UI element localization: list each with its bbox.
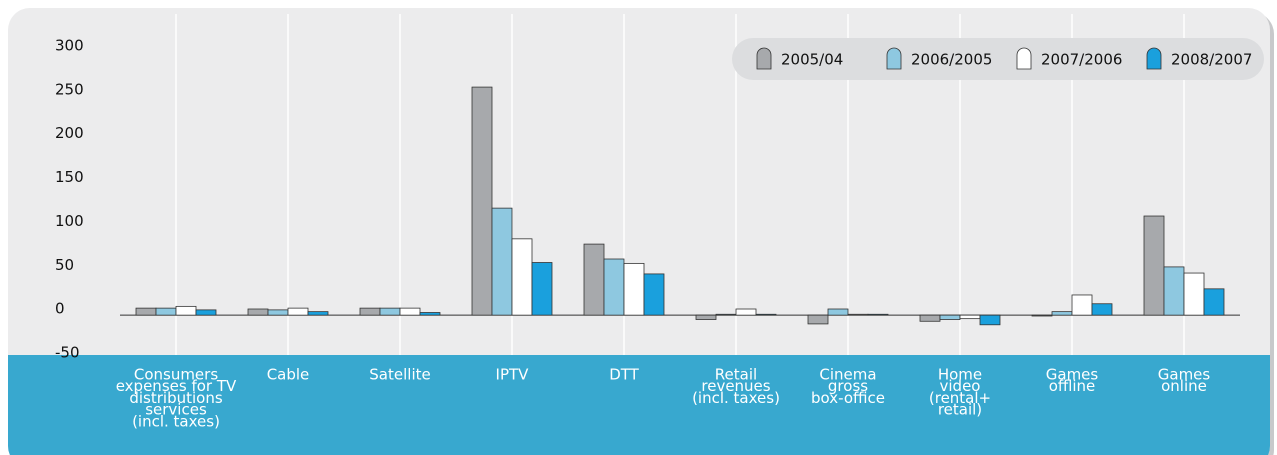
x-tick-line: gross xyxy=(828,377,868,395)
x-tick-line: expenses for TV xyxy=(116,377,237,395)
legend-label: 2007/2006 xyxy=(1041,51,1122,69)
bar xyxy=(1051,311,1073,316)
x-tick-label: Games offline xyxy=(1046,366,1099,396)
bar xyxy=(919,314,941,322)
bar xyxy=(399,307,421,316)
x-tick-line: Retail xyxy=(715,366,757,384)
bar xyxy=(807,314,829,325)
x-tick-line: video xyxy=(940,377,981,395)
y-tick-label: 250 xyxy=(55,80,84,98)
x-tick-label: Satellite xyxy=(369,366,430,384)
bar xyxy=(939,314,961,320)
bar xyxy=(583,243,605,316)
x-tick-label: Games online xyxy=(1158,366,1211,396)
bar xyxy=(1203,288,1225,316)
x-tick-label: Retail revenues (incl. taxes) xyxy=(692,366,780,407)
bar xyxy=(155,307,177,316)
bar xyxy=(1163,266,1185,316)
legend-swatch xyxy=(1016,47,1032,70)
label-band xyxy=(8,355,1270,455)
y-tick-label: 0 xyxy=(55,300,65,318)
x-tick-line: services xyxy=(145,401,207,419)
x-tick-line: Satellite xyxy=(369,366,430,384)
y-tick-label: 150 xyxy=(55,168,84,186)
x-tick-line: Games xyxy=(1158,366,1211,384)
x-tick-line: Cinema xyxy=(819,366,876,384)
x-tick-line: (rental+ xyxy=(929,389,991,407)
bar xyxy=(247,308,269,316)
legend-swatch xyxy=(1146,47,1162,70)
legend-label: 2005/04 xyxy=(781,51,843,69)
bar xyxy=(491,207,513,316)
bar xyxy=(379,307,401,316)
bars-group xyxy=(135,86,1225,326)
legend-swatch xyxy=(756,47,772,70)
bar xyxy=(267,309,289,316)
bar xyxy=(1143,215,1165,316)
bar xyxy=(419,312,441,316)
legend-label: 2008/2007 xyxy=(1171,51,1252,69)
x-tick-line: box-office xyxy=(811,389,885,407)
bar xyxy=(623,262,645,316)
legend-box xyxy=(732,38,1264,80)
y-tick-label: 50 xyxy=(55,256,74,274)
bar xyxy=(735,308,757,316)
bar xyxy=(471,86,493,316)
bar xyxy=(695,314,717,320)
bar xyxy=(959,314,981,320)
x-tick-line: (incl. taxes) xyxy=(692,389,780,407)
y-tick-label: 200 xyxy=(55,124,84,142)
x-tick-line: Cable xyxy=(267,366,310,384)
y-tick-label: -50 xyxy=(55,344,80,362)
x-tick-label: Cinema gross box-office xyxy=(811,366,885,407)
bar xyxy=(307,311,329,316)
y-tick-label: 300 xyxy=(55,37,84,55)
x-tick-line: (incl. taxes) xyxy=(132,412,220,430)
x-tick-line: Home xyxy=(938,366,982,384)
legend-swatch xyxy=(886,47,902,70)
x-tick-line: DTT xyxy=(609,366,639,384)
x-tick-line: offline xyxy=(1049,377,1096,395)
x-tick-label: IPTV xyxy=(496,366,530,384)
x-tick-line: Games xyxy=(1046,366,1099,384)
bar xyxy=(715,313,737,316)
bar xyxy=(755,313,777,316)
bar xyxy=(1071,294,1093,316)
bar xyxy=(1031,314,1053,317)
bar xyxy=(359,307,381,316)
x-tick-line: revenues xyxy=(701,377,770,395)
bar xyxy=(643,273,665,316)
x-tick-label: Home video (rental+ retail) xyxy=(929,366,991,419)
bar xyxy=(1091,303,1113,316)
x-tick-line: online xyxy=(1161,377,1207,395)
x-tick-line: distributions xyxy=(129,389,222,407)
bar xyxy=(603,258,625,316)
x-tick-label: DTT xyxy=(609,366,639,384)
x-tick-label: Consumers expenses for TV distributions ser… xyxy=(116,366,237,431)
y-tick-label: 100 xyxy=(55,212,84,230)
legend-label: 2006/2005 xyxy=(911,51,992,69)
x-tick-label: Cable xyxy=(267,366,310,384)
bar xyxy=(847,313,869,316)
bar xyxy=(287,307,309,316)
bar xyxy=(979,314,1001,326)
legend: 2005/04 2006/2005 2007/2006 2008/2007 xyxy=(756,47,1252,70)
bar xyxy=(867,313,889,316)
bar xyxy=(531,262,553,316)
x-tick-line: IPTV xyxy=(496,366,530,384)
bar xyxy=(135,307,157,316)
bar xyxy=(195,309,217,316)
bar xyxy=(175,305,197,316)
x-tick-line: retail) xyxy=(938,401,982,419)
bar xyxy=(827,308,849,316)
bar xyxy=(1183,272,1205,316)
bar xyxy=(511,238,533,316)
x-tick-line: Consumers xyxy=(134,366,218,384)
